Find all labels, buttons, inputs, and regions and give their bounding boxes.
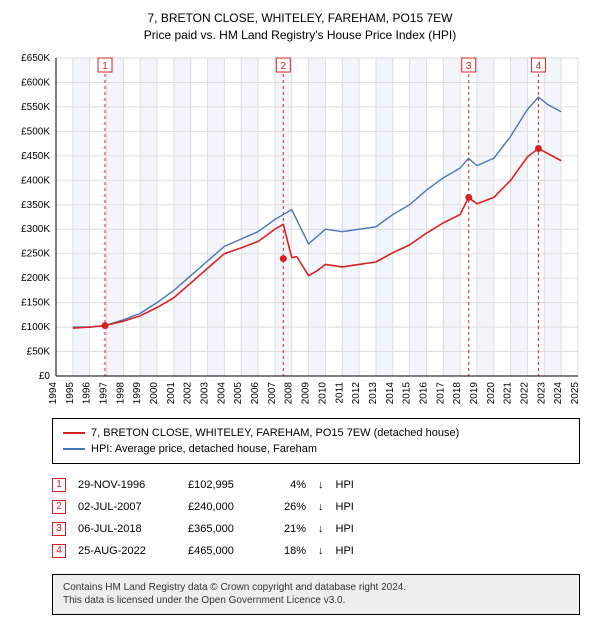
- svg-text:2022: 2022: [519, 381, 530, 404]
- svg-text:£600K: £600K: [21, 77, 50, 88]
- svg-text:2025: 2025: [570, 381, 581, 404]
- svg-text:2021: 2021: [503, 381, 514, 404]
- legend-label-hpi: HPI: Average price, detached house, Fare…: [91, 443, 317, 455]
- svg-text:2005: 2005: [233, 381, 244, 404]
- svg-text:£200K: £200K: [21, 273, 50, 284]
- footer-line1: Contains HM Land Registry data © Crown c…: [63, 581, 569, 595]
- svg-text:2004: 2004: [216, 381, 227, 404]
- svg-text:£400K: £400K: [21, 175, 50, 186]
- svg-text:2023: 2023: [536, 381, 547, 404]
- svg-text:£500K: £500K: [21, 126, 50, 137]
- chart-svg: £0 £50K £100K £150K £200K £250K £300K £350K £400…: [12, 50, 588, 410]
- svg-text:1998: 1998: [115, 381, 126, 404]
- svg-text:2015: 2015: [402, 381, 413, 404]
- svg-text:2024: 2024: [553, 381, 564, 404]
- legend-swatch-hpi: [63, 448, 85, 450]
- sale-diff-pct: 26%: [278, 496, 318, 518]
- sale-marker-box: 2: [52, 500, 66, 514]
- chart-legend: 7, BRETON CLOSE, WHITELEY, FAREHAM, PO15…: [52, 418, 580, 464]
- legend-item-price: 7, BRETON CLOSE, WHITELEY, FAREHAM, PO15…: [63, 425, 569, 441]
- legend-label-price: 7, BRETON CLOSE, WHITELEY, FAREHAM, PO15…: [91, 427, 459, 439]
- sales-table: 129-NOV-1996£102,9954%↓HPI202-JUL-2007£2…: [52, 474, 580, 562]
- sale-price: £240,000: [188, 496, 278, 518]
- page-container: 7, BRETON CLOSE, WHITELEY, FAREHAM, PO15…: [0, 0, 600, 620]
- sale-diff-arrow: ↓: [318, 496, 336, 518]
- sale-price: £465,000: [188, 540, 278, 562]
- svg-text:1: 1: [102, 61, 108, 72]
- svg-text:2003: 2003: [200, 381, 211, 404]
- svg-text:£550K: £550K: [21, 102, 50, 113]
- sale-diff-txt: HPI: [336, 518, 366, 540]
- sale-date: 02-JUL-2007: [78, 496, 188, 518]
- svg-text:2017: 2017: [435, 381, 446, 404]
- table-row: 4 25-AUG-2022£465,00018%↓HPI: [52, 540, 366, 562]
- svg-text:2000: 2000: [149, 381, 160, 404]
- sale-diff-txt: HPI: [336, 540, 366, 562]
- svg-text:2012: 2012: [351, 381, 362, 404]
- svg-text:1996: 1996: [82, 381, 93, 404]
- svg-text:1995: 1995: [65, 381, 76, 404]
- svg-text:2019: 2019: [469, 381, 480, 404]
- svg-text:2008: 2008: [284, 381, 295, 404]
- sale-price: £365,000: [188, 518, 278, 540]
- sale-diff-pct: 4%: [278, 474, 318, 496]
- svg-text:2011: 2011: [334, 381, 345, 403]
- svg-text:4: 4: [536, 61, 542, 72]
- table-row: 3 06-JUL-2018£365,00021%↓HPI: [52, 518, 366, 540]
- sale-date: 29-NOV-1996: [78, 474, 188, 496]
- sale-marker-box: 3: [52, 522, 66, 536]
- chart-title-subtitle: Price paid vs. HM Land Registry's House …: [12, 27, 588, 44]
- footer-line2: This data is licensed under the Open Gov…: [63, 594, 569, 608]
- sale-date: 25-AUG-2022: [78, 540, 188, 562]
- svg-text:2010: 2010: [317, 381, 328, 404]
- sale-diff-txt: HPI: [336, 474, 366, 496]
- sale-diff-pct: 21%: [278, 518, 318, 540]
- svg-text:£350K: £350K: [21, 199, 50, 210]
- svg-text:£250K: £250K: [21, 248, 50, 259]
- chart-title-block: 7, BRETON CLOSE, WHITELEY, FAREHAM, PO15…: [12, 10, 588, 44]
- svg-text:£150K: £150K: [21, 297, 50, 308]
- sale-diff-pct: 18%: [278, 540, 318, 562]
- license-footer: Contains HM Land Registry data © Crown c…: [52, 574, 580, 615]
- svg-text:2001: 2001: [166, 381, 177, 404]
- svg-text:2016: 2016: [418, 381, 429, 404]
- svg-text:2009: 2009: [301, 381, 312, 404]
- svg-text:3: 3: [466, 61, 472, 72]
- sale-date: 06-JUL-2018: [78, 518, 188, 540]
- svg-text:2018: 2018: [452, 381, 463, 404]
- svg-text:£50K: £50K: [27, 346, 51, 357]
- sale-diff-arrow: ↓: [318, 474, 336, 496]
- svg-text:2002: 2002: [183, 381, 194, 404]
- svg-text:2020: 2020: [486, 381, 497, 404]
- svg-text:1997: 1997: [99, 381, 110, 404]
- svg-text:1999: 1999: [132, 381, 143, 404]
- svg-text:2006: 2006: [250, 381, 261, 404]
- legend-item-hpi: HPI: Average price, detached house, Fare…: [63, 441, 569, 457]
- table-row: 1 29-NOV-1996£102,9954%↓HPI: [52, 474, 366, 496]
- chart-title-address: 7, BRETON CLOSE, WHITELEY, FAREHAM, PO15…: [12, 10, 588, 27]
- sale-diff-arrow: ↓: [318, 518, 336, 540]
- svg-text:£100K: £100K: [21, 322, 50, 333]
- svg-text:2013: 2013: [368, 381, 379, 404]
- sale-price: £102,995: [188, 474, 278, 496]
- sale-diff-txt: HPI: [336, 496, 366, 518]
- svg-text:2: 2: [281, 61, 287, 72]
- svg-text:2014: 2014: [385, 381, 396, 404]
- svg-text:£450K: £450K: [21, 150, 50, 161]
- sales-table-body: 129-NOV-1996£102,9954%↓HPI202-JUL-2007£2…: [52, 474, 366, 562]
- sale-marker-box: 4: [52, 544, 66, 558]
- table-row: 2 02-JUL-2007£240,00026%↓HPI: [52, 496, 366, 518]
- svg-text:1994: 1994: [48, 381, 59, 404]
- chart-area: £0 £50K £100K £150K £200K £250K £300K £350K £400…: [12, 50, 588, 410]
- svg-text:£300K: £300K: [21, 224, 50, 235]
- svg-text:£650K: £650K: [21, 53, 50, 64]
- sale-marker-box: 1: [52, 478, 66, 492]
- legend-swatch-price: [63, 432, 85, 434]
- svg-text:2007: 2007: [267, 381, 278, 404]
- svg-text:£0: £0: [39, 371, 51, 382]
- sale-diff-arrow: ↓: [318, 540, 336, 562]
